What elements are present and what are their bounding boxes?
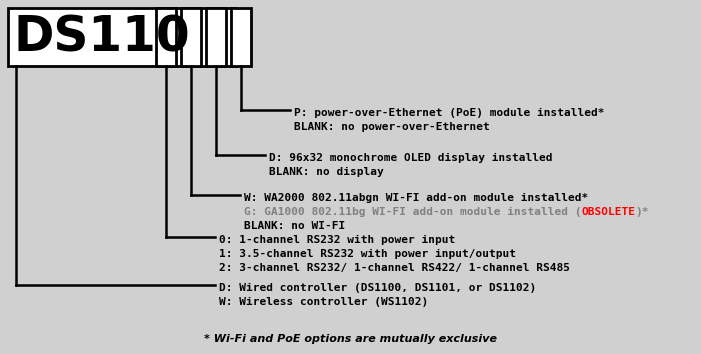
Bar [8,8,236,66]
Text: 1: 3.5-channel RS232 with power input/output: 1: 3.5-channel RS232 with power input/ou… [219,249,516,259]
Text: G: GA1000 802.11bg WI-FI add-on module installed (: G: GA1000 802.11bg WI-FI add-on module i… [244,207,582,217]
Text: BLANK: no display: BLANK: no display [269,167,383,177]
Text: D: 96x32 monochrome OLED display installed: D: 96x32 monochrome OLED display install… [269,153,552,163]
Text: )*: )* [636,207,649,217]
Text: BLANK: no WI-FI: BLANK: no WI-FI [244,221,346,231]
Text: * Wi-Fi and PoE options are mutually exclusive: * Wi-Fi and PoE options are mutually exc… [204,334,497,344]
Text: W: Wireless controller (WS1102): W: Wireless controller (WS1102) [219,297,428,307]
Text: 2: 3-channel RS232/ 1-channel RS422/ 1-channel RS485: 2: 3-channel RS232/ 1-channel RS422/ 1-c… [219,263,570,273]
Text: DS110: DS110 [14,13,191,61]
Bar [231,8,251,66]
Bar [181,8,201,66]
Text: BLANK: no power-over-Ethernet: BLANK: no power-over-Ethernet [294,122,490,132]
Text: D: Wired controller (DS1100, DS1101, or DS1102): D: Wired controller (DS1100, DS1101, or … [219,283,536,293]
Text: W: WA2000 802.11abgn WI-FI add-on module installed*: W: WA2000 802.11abgn WI-FI add-on module… [244,193,588,203]
Text: P: power-over-Ethernet (PoE) module installed*: P: power-over-Ethernet (PoE) module inst… [294,108,604,118]
Bar [206,8,226,66]
Text: 0: 1-channel RS232 with power input: 0: 1-channel RS232 with power input [219,235,455,245]
Bar [156,8,176,66]
Text: OBSOLETE: OBSOLETE [582,207,636,217]
